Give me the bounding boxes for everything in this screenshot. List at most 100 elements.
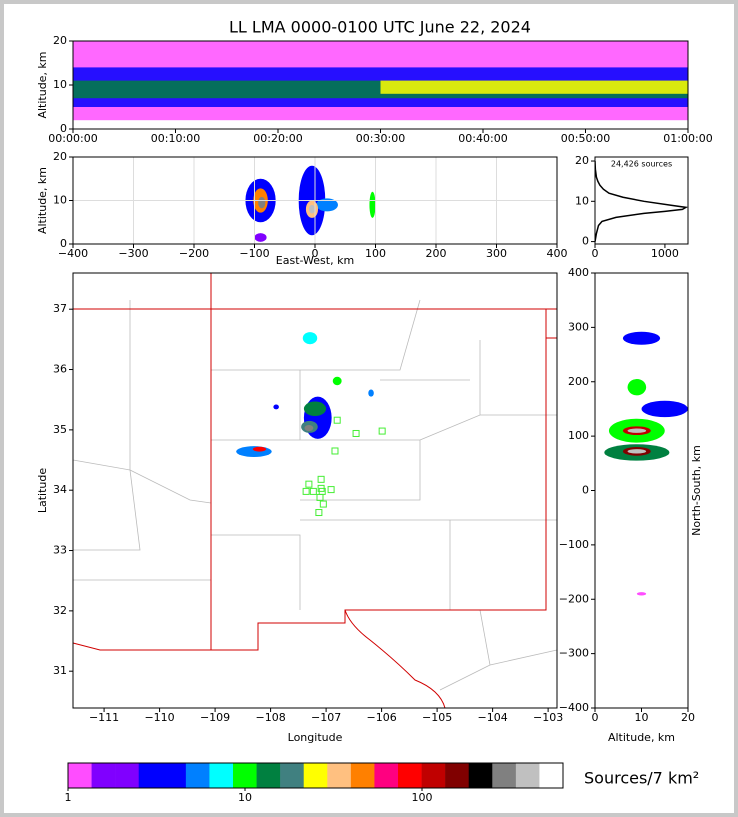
colorbar-segment [280,763,305,788]
background [4,4,734,813]
colorbar-segment [350,763,375,788]
density-cell [627,379,647,396]
station [333,416,341,424]
density-cell [369,191,376,218]
y-tick-label: 0 [60,122,67,135]
colorbar-label: Sources/7 km² [584,769,699,788]
plot-area [73,41,688,121]
x-tick-label: 200 [426,247,447,260]
x-tick-label: 100 [365,247,386,260]
annotation: 24,426 sources [611,160,672,169]
density-cell [302,332,318,345]
x-tick-label: −300 [118,247,148,260]
colorbar-segment [515,763,540,788]
station [327,486,335,494]
colorbar-segment [185,763,210,788]
x-tick-label: 01:00:00 [663,132,712,145]
colorbar-segment [91,763,116,788]
y-tick-label: −300 [559,647,589,660]
colorbar-segment [539,763,564,788]
density-cell [627,449,647,454]
station [309,487,317,495]
y-axis-label: Altitude, km [36,51,49,118]
y-tick-label: 10 [575,194,589,207]
colorbar-segment [374,763,399,788]
x-tick-label: 400 [547,247,568,260]
y-tick-label: −100 [559,538,589,551]
colorbar-segment [68,763,92,788]
chart-title: LL LMA 0000-0100 UTC June 22, 2024 [229,18,531,37]
x-tick-label: 00:00:00 [48,132,97,145]
colorbar-segment [421,763,446,788]
colorbar-tick-label: 100 [412,791,433,804]
y-tick-label: 33 [53,544,67,557]
density-band [380,80,688,94]
y-tick-label: 31 [53,664,67,677]
axes-frame [594,156,689,245]
x-tick-label: 0 [592,711,599,724]
density-cell [273,404,279,410]
x-tick-label: −104 [478,711,508,724]
plot-area [236,332,386,517]
altitude-histogram [595,160,688,242]
station [331,447,339,455]
y-tick-label: 34 [53,483,67,496]
x-axis-label: Altitude, km [608,731,675,744]
density-cell [303,401,327,416]
density-cell [308,204,315,214]
x-tick-label: −109 [200,711,230,724]
axes-frame [594,272,689,709]
x-tick-label: −103 [533,711,563,724]
colorbar-segment [492,763,517,788]
y-tick-label: 20 [575,154,589,167]
density-cell [332,376,342,386]
density-cell [636,592,647,596]
y-tick-label: 300 [568,320,589,333]
x-tick-label: 0 [592,247,599,260]
y-tick-label: 20 [53,34,67,47]
x-tick-label: −105 [422,711,452,724]
y-tick-label: 35 [53,423,67,436]
station [305,480,313,488]
x-tick-label: −100 [239,247,269,260]
plot-area [595,160,688,242]
colorbar-tick-label: 1 [65,791,72,804]
density-cell [304,425,314,432]
density-cell [627,428,647,433]
plot-area [604,331,688,596]
density-cell [368,389,374,397]
x-tick-label: 20 [681,711,695,724]
station [316,493,324,501]
station [352,429,360,437]
x-tick-label: 00:20:00 [253,132,302,145]
colorbar-segment [233,763,257,788]
colorbar-segment [209,763,234,788]
x-tick-label: −200 [179,247,209,260]
colorbar-segment [138,763,163,788]
colorbar-segment [303,763,328,788]
y-tick-label: 36 [53,363,67,376]
y-tick-label: 32 [53,604,67,617]
y-tick-label: 0 [60,237,67,250]
density-cell [252,446,267,452]
y-tick-label: 10 [53,194,67,207]
station [302,487,310,495]
y-axis-label: Latitude [36,468,49,514]
x-tick-label: −107 [311,711,341,724]
x-tick-label: −106 [366,711,396,724]
y-axis-label: North-South, km [690,445,703,536]
x-tick-label: 00:30:00 [356,132,405,145]
station [315,509,323,517]
y-tick-label: 10 [53,78,67,91]
x-tick-label: 10 [635,711,649,724]
colorbar-segment [162,763,187,788]
x-tick-label: 00:50:00 [561,132,610,145]
y-tick-label: −200 [559,592,589,605]
county-lines [72,299,558,691]
y-tick-label: 400 [568,266,589,279]
y-tick-label: 0 [582,235,589,248]
density-cell [254,233,267,242]
density-cell [622,331,661,345]
y-tick-label: 37 [53,302,67,315]
station [378,427,386,435]
